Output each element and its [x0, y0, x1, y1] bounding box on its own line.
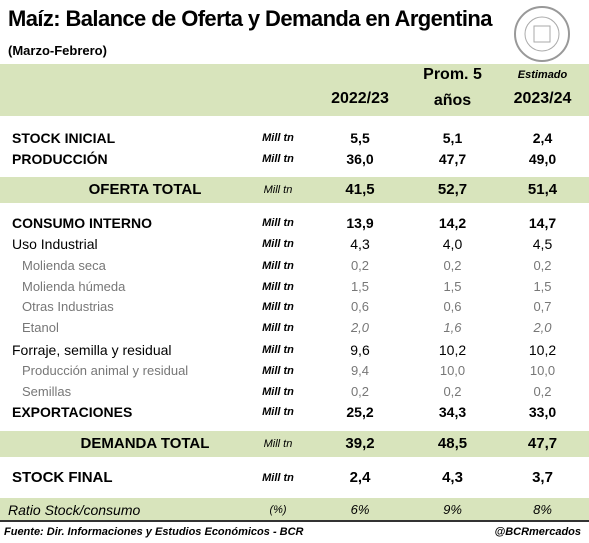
row-value: 0,2 [350, 258, 370, 273]
row-value: 10,2 [528, 342, 557, 358]
row-value: 51,4 [527, 181, 558, 198]
row-unit: Mill tn [262, 344, 294, 356]
row-label: STOCK FINAL [12, 469, 113, 486]
row-unit: Mill tn [263, 184, 293, 196]
row-value: 4,5 [532, 236, 553, 252]
row-unit: Mill tn [263, 438, 293, 450]
col-header: 2023/24 [513, 90, 572, 107]
row-unit: Mill tn [262, 386, 294, 398]
row-label: Otras Industrias [22, 299, 114, 314]
row-value: 49,0 [528, 151, 557, 167]
col-header: Prom. 5 [423, 66, 482, 83]
row-value: 1,6 [443, 320, 462, 335]
title: Maíz: Balance de Oferta y Demanda en Arg… [8, 6, 492, 31]
row-unit: Mill tn [262, 260, 294, 272]
row-unit: Mill tn [262, 238, 294, 250]
row-value: 34,3 [438, 404, 467, 420]
row-unit: Mill tn [262, 301, 294, 313]
row-label: PRODUCCIÓN [12, 151, 108, 167]
row-value: 36,0 [346, 151, 374, 167]
row-label: Semillas [22, 384, 72, 399]
row-value: 47,7 [438, 151, 467, 167]
row-value: 48,5 [437, 435, 468, 452]
row-value: 0,6 [443, 299, 462, 314]
row-unit: Mill tn [262, 153, 294, 165]
row-label: EXPORTACIONES [12, 404, 133, 420]
col-header: años [433, 92, 472, 109]
row-value: 0,6 [350, 299, 370, 314]
row-value: 13,9 [346, 215, 374, 231]
row-value: 8% [533, 502, 552, 517]
col-header: 2022/23 [331, 90, 389, 107]
row-label: Molienda seca [22, 258, 106, 273]
row-value: 0,2 [533, 258, 552, 273]
row-value: 1,5 [533, 279, 552, 294]
row-label: OFERTA TOTAL [88, 181, 202, 198]
row-unit: (%) [269, 504, 287, 516]
source: Fuente: Dir. Informaciones y Estudios Ec… [4, 526, 304, 538]
row-value: 14,2 [438, 215, 467, 231]
row-value: 0,2 [533, 384, 552, 399]
row-unit: Mill tn [262, 132, 294, 144]
row-value: 0,2 [443, 384, 462, 399]
ratio-band [0, 498, 589, 520]
row-unit: Mill tn [262, 217, 294, 229]
row-unit: Mill tn [262, 406, 294, 418]
row-value: 10,0 [439, 363, 466, 378]
total-band [0, 431, 589, 457]
row-value: 9% [443, 502, 462, 517]
row-unit: Mill tn [262, 322, 294, 334]
row-value: 9,6 [350, 342, 370, 358]
row-label: Etanol [22, 320, 59, 335]
row-value: 10,2 [438, 342, 467, 358]
row-value: 2,0 [350, 320, 370, 335]
row-label: Uso Industrial [12, 236, 98, 252]
logo [514, 6, 570, 62]
handle: @BCRmercados [494, 526, 581, 538]
row-value: 0,7 [533, 299, 552, 314]
row-value: 3,7 [532, 469, 553, 486]
row-label: Ratio Stock/consumo [8, 502, 141, 518]
row-value: 39,2 [345, 435, 375, 452]
row-value: 2,0 [533, 320, 552, 335]
row-value: 5,1 [442, 130, 463, 146]
row-value: 4,3 [350, 236, 370, 252]
row-value: 14,7 [528, 215, 557, 231]
row-value: 52,7 [437, 181, 468, 198]
row-label: Molienda húmeda [22, 279, 126, 294]
row-unit: Mill tn [262, 365, 294, 377]
row-unit: Mill tn [262, 472, 294, 484]
header-band [0, 64, 589, 116]
row-label: DEMANDA TOTAL [80, 435, 210, 452]
row-value: 41,5 [345, 181, 375, 198]
row-value: 5,5 [350, 130, 370, 146]
row-label: STOCK INICIAL [12, 130, 116, 146]
row-value: 0,2 [443, 258, 462, 273]
row-unit: Mill tn [262, 281, 294, 293]
row-value: 2,4 [349, 469, 371, 486]
row-value: 10,0 [529, 363, 556, 378]
row-value: 4,3 [442, 469, 463, 486]
subtitle: (Marzo-Febrero) [8, 43, 107, 58]
row-value: 6% [350, 502, 370, 517]
total-band [0, 177, 589, 203]
row-value: 33,0 [528, 404, 557, 420]
col-note: Estimado [517, 69, 568, 81]
row-value: 47,7 [527, 435, 558, 452]
footer-rule [0, 520, 589, 522]
row-value: 0,2 [350, 384, 370, 399]
row-value: 4,0 [442, 236, 463, 252]
row-value: 1,5 [350, 279, 370, 294]
row-value: 2,4 [532, 130, 553, 146]
row-value: 1,5 [443, 279, 462, 294]
row-value: 25,2 [346, 404, 374, 420]
row-label: Forraje, semilla y residual [12, 342, 172, 358]
row-value: 9,4 [350, 363, 370, 378]
row-label: CONSUMO INTERNO [12, 215, 152, 231]
row-label: Producción animal y residual [22, 363, 189, 378]
